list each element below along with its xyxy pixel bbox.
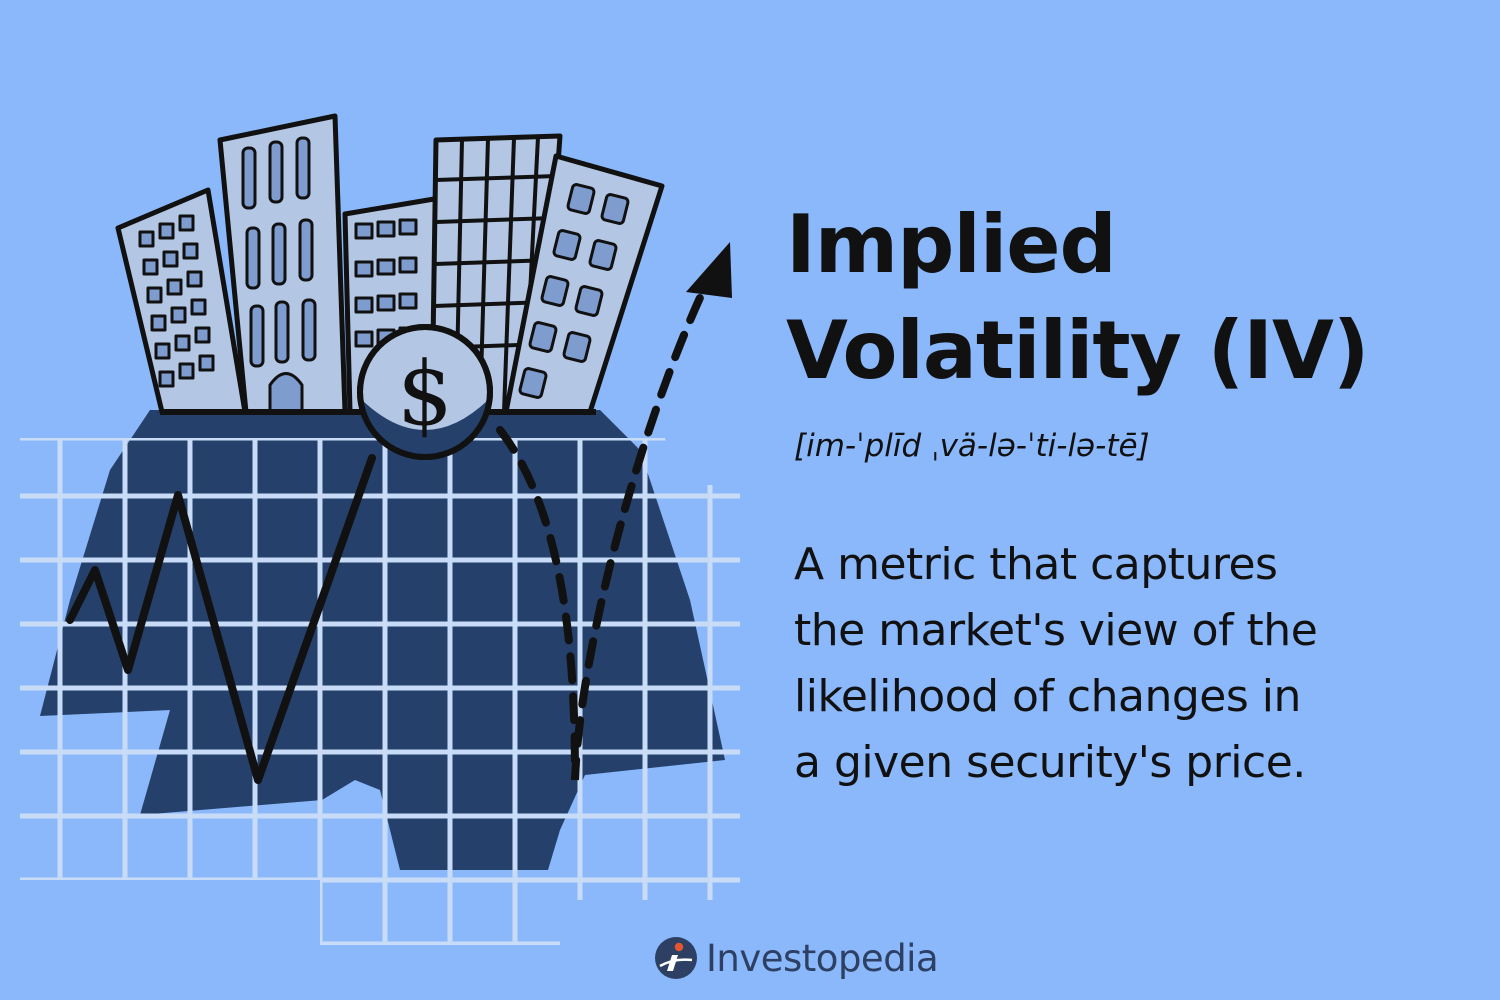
brand-name: Investopedia	[706, 936, 939, 980]
title-line-2: Volatility (IV)	[786, 304, 1369, 397]
page-title: Implied Volatility (IV)	[786, 192, 1486, 404]
illustration: $	[20, 113, 740, 945]
dollar-coin-icon: $	[357, 324, 493, 460]
title-line-1: Implied	[786, 198, 1117, 291]
investopedia-logo-icon	[655, 937, 697, 979]
definition-line-2: the market's view of the	[794, 605, 1318, 656]
definition-line-3: likelihood of changes in	[794, 671, 1301, 722]
definition-text: A metric that captures the market's view…	[794, 532, 1474, 796]
grid-icon	[20, 438, 740, 945]
definition-line-1: A metric that captures	[794, 539, 1278, 590]
pronunciation: [im-ˈplīd ˌvä-lə-ˈti-lə-tē]	[794, 428, 1150, 464]
dashed-arrow-icon	[496, 242, 732, 781]
brand: Investopedia	[654, 932, 939, 984]
coin-symbol: $	[397, 342, 453, 445]
zigzag-line-icon	[66, 454, 376, 784]
definition-line-4: a given security's price.	[794, 737, 1306, 788]
